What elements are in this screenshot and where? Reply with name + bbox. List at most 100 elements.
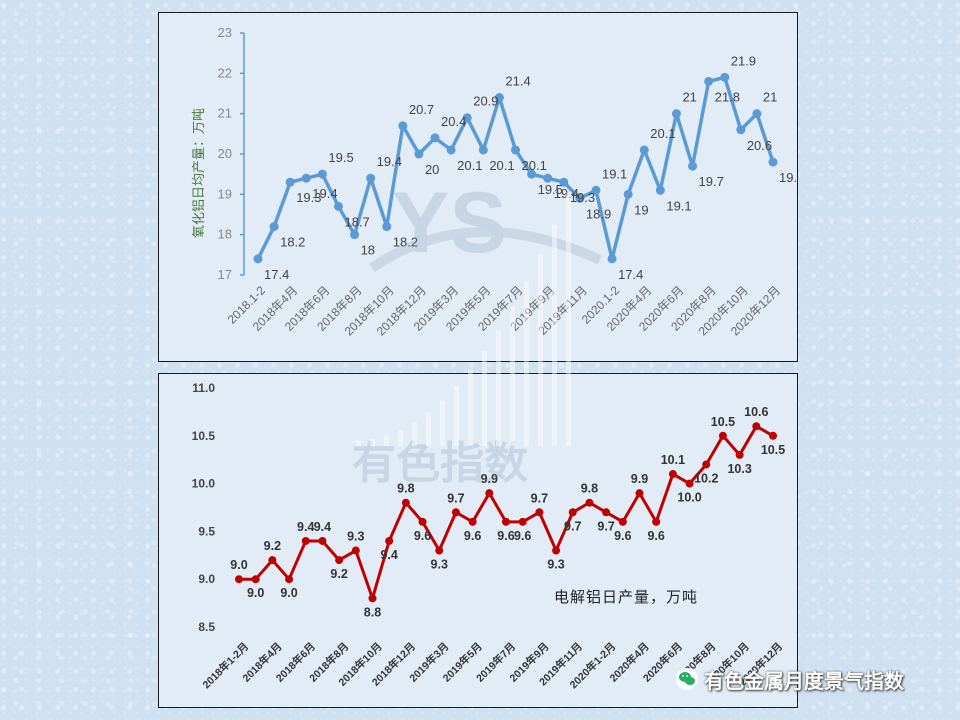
electrolytic-data-label: 10.2	[694, 471, 718, 485]
alumina-y-tick-label: 20	[218, 146, 232, 161]
alumina-data-label: 18.7	[344, 214, 369, 229]
electrolytic-data-point	[518, 517, 527, 526]
alumina-data-label: 19	[634, 202, 648, 217]
electrolytic-data-point	[635, 489, 644, 498]
alumina-data-label: 19.3	[570, 190, 595, 205]
electrolytic-data-point	[685, 479, 694, 488]
electrolytic-data-label: 9.0	[230, 558, 247, 572]
electrolytic-data-label: 9.0	[247, 586, 264, 600]
alumina-y-tick-label: 23	[218, 25, 232, 40]
electrolytic-data-label: 9.4	[380, 548, 397, 562]
electrolytic-data-point	[435, 546, 444, 555]
alumina-data-point	[591, 185, 601, 195]
alumina-data-label: 19.3	[296, 190, 321, 205]
electrolytic-data-point	[451, 508, 460, 517]
electrolytic-data-point	[668, 470, 677, 479]
alumina-data-label: 19.4	[377, 154, 402, 169]
alumina-data-point	[720, 72, 730, 82]
electrolytic-data-point	[602, 508, 611, 517]
electrolytic-data-point	[351, 546, 360, 555]
electrolytic-data-label: 9.7	[531, 491, 548, 505]
alumina-y-tick-label: 21	[218, 106, 232, 121]
alumina-data-point	[768, 157, 778, 167]
electrolytic-data-label: 9.9	[631, 472, 648, 486]
electrolytic-data-point	[251, 575, 260, 584]
electrolytic-y-tick-label: 10.5	[192, 429, 216, 443]
alumina-data-label: 19.1	[602, 166, 627, 181]
electrolytic-y-tick-label: 8.5	[198, 620, 215, 634]
alumina-data-label: 20.1	[489, 158, 514, 173]
electrolytic-data-point	[585, 498, 594, 507]
alumina-data-label: 19.4	[554, 186, 579, 201]
alumina-data-label: 18.2	[280, 235, 305, 250]
alumina-data-point	[736, 125, 746, 135]
footer-text: 有色金属月度景气指数	[704, 670, 904, 693]
electrolytic-data-point	[268, 556, 277, 565]
alumina-data-label: 19.5	[538, 182, 563, 197]
alumina-data-label: 21	[763, 90, 777, 105]
alumina-data-label: 20.9	[473, 94, 498, 109]
electrolytic-y-tick-label: 10.0	[192, 477, 216, 491]
electrolytic-data-point	[618, 517, 627, 526]
electrolytic-data-label: 9.3	[547, 558, 564, 572]
electrolytic-data-label: 9.4	[297, 520, 314, 534]
electrolytic-data-point	[552, 546, 561, 555]
alumina-data-point	[543, 173, 553, 183]
alumina-y-tick-label: 22	[218, 65, 232, 80]
alumina-y-tick-label: 18	[218, 227, 232, 242]
alumina-y-tick-label: 17	[218, 267, 232, 282]
electrolytic-data-point	[735, 450, 744, 459]
electrolytic-data-point	[335, 556, 344, 565]
electrolytic-data-label: 10.6	[744, 405, 768, 419]
alumina-data-label: 20.4	[441, 114, 466, 129]
alumina-data-point	[269, 222, 279, 232]
alumina-data-label: 18.9	[586, 206, 611, 221]
electrolytic-data-label: 10.0	[677, 491, 701, 505]
electrolytic-y-tick-label: 11.0	[192, 381, 215, 395]
electrolytic-data-label: 9.6	[464, 529, 481, 543]
alumina-data-point	[253, 254, 263, 264]
electrolytic-data-point	[468, 517, 477, 526]
electrolytic-data-label: 9.7	[564, 519, 581, 533]
electrolytic-data-point	[301, 536, 310, 545]
electrolytic-data-label: 9.6	[614, 529, 631, 543]
electrolytic-chart-annotation: 电解铝日产量，万吨	[554, 588, 698, 606]
electrolytic-data-label: 10.3	[727, 462, 751, 476]
alumina-data-label: 17.4	[618, 267, 643, 282]
alumina-data-point	[527, 169, 537, 179]
electrolytic-series-line	[239, 424, 774, 600]
alumina-data-point	[285, 177, 295, 187]
electrolytic-data-point	[502, 517, 510, 526]
electrolytic-aluminum-chart-panel: 8.5 9.0 9.5 10.0 10.5 11.0 2018年1-2月 2018年4月 20…	[158, 373, 798, 708]
alumina-data-point	[559, 177, 569, 187]
alumina-data-label: 21	[682, 90, 696, 105]
footer-brand: 有色金属月度景气指数	[676, 666, 904, 693]
electrolytic-y-tick-label: 9.0	[198, 572, 215, 586]
alumina-data-point	[366, 173, 376, 183]
alumina-data-label: 19.5	[328, 150, 353, 165]
electrolytic-data-label: 10.5	[761, 443, 785, 457]
electrolytic-data-label: 9.6	[497, 529, 514, 543]
alumina-y-tick-label: 19	[218, 186, 232, 201]
alumina-data-label: 19.7	[699, 174, 724, 189]
alumina-data-point	[398, 121, 408, 131]
electrolytic-data-label: 9.9	[481, 472, 498, 486]
alumina-data-point	[301, 173, 311, 183]
alumina-data-point	[752, 109, 762, 119]
alumina-chart-panel: 17 18 19 20 21 22 23 2018.1-2 2018年4月 2018年6月 201…	[158, 12, 804, 362]
alumina-data-point	[350, 230, 360, 240]
alumina-data-point	[511, 145, 520, 155]
electrolytic-data-label: 9.2	[330, 567, 347, 581]
alumina-y-axis-label: 氧化铝日均产量：万吨	[192, 108, 207, 238]
electrolytic-data-label: 9.6	[647, 529, 664, 543]
alumina-data-point	[478, 145, 488, 155]
alumina-data-point	[639, 145, 649, 155]
electrolytic-data-point	[418, 517, 427, 526]
alumina-data-point	[575, 193, 585, 203]
alumina-data-point	[382, 222, 392, 232]
electrolytic-data-point	[385, 536, 394, 545]
alumina-data-point	[462, 113, 472, 123]
alumina-data-point	[446, 145, 456, 155]
electrolytic-data-label: 9.7	[597, 519, 614, 533]
